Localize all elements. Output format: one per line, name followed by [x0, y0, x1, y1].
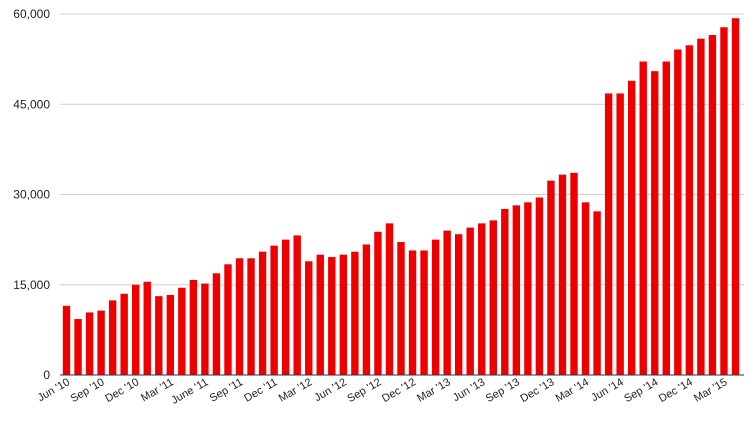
bar	[489, 220, 497, 375]
bar	[720, 27, 728, 376]
bar	[397, 242, 405, 375]
bar	[431, 239, 440, 375]
bar	[328, 257, 336, 375]
bar	[85, 312, 94, 375]
bar	[132, 284, 140, 375]
y-tick-label: 0	[43, 368, 50, 382]
bar	[512, 205, 521, 375]
bar	[385, 223, 394, 375]
bar	[166, 294, 175, 375]
x-tick-label: Dec '14	[657, 376, 695, 405]
bar	[97, 310, 105, 375]
bar	[558, 174, 567, 375]
bar	[247, 258, 255, 375]
bar	[708, 35, 717, 375]
bar	[570, 172, 578, 375]
bar	[74, 319, 82, 375]
x-tick-label: Sep '11	[208, 376, 245, 404]
bar	[178, 287, 186, 375]
x-tick-label: Jun '14	[589, 376, 625, 404]
y-tick-label: 45,000	[13, 97, 50, 111]
bar	[627, 80, 636, 375]
bar	[501, 208, 509, 375]
x-tick-label: Mar '15	[692, 376, 729, 405]
bar	[604, 93, 613, 376]
bar	[362, 244, 371, 375]
x-tick-label: June '11	[169, 376, 210, 407]
x-tick-label: Jun '12	[312, 376, 348, 404]
bar	[62, 305, 71, 375]
x-tick-label: Mar '13	[415, 376, 452, 405]
y-axis-tick-labels: 0 15,000 30,000 45,000 60,000	[13, 7, 50, 382]
bar	[524, 202, 532, 375]
bar	[374, 231, 382, 375]
bar	[454, 234, 463, 375]
y-tick-label: 30,000	[13, 188, 50, 202]
x-tick-label: Sep '12	[345, 376, 383, 405]
bars	[62, 18, 740, 376]
bar	[224, 264, 232, 375]
x-tick-label: Sep '13	[484, 376, 522, 405]
bar	[339, 254, 348, 375]
bar	[235, 258, 244, 375]
bar	[662, 61, 670, 375]
bar	[674, 49, 682, 376]
x-tick-label: Sep '14	[622, 376, 660, 405]
bar	[547, 180, 555, 375]
bar	[443, 230, 451, 375]
bar	[316, 254, 324, 375]
bar	[593, 211, 601, 375]
bar	[270, 245, 278, 375]
bar	[281, 239, 290, 375]
bar	[697, 38, 705, 375]
bar	[466, 227, 474, 375]
bar	[201, 283, 209, 375]
y-tick-label: 60,000	[13, 7, 50, 21]
x-tick-label: Jun '13	[451, 376, 487, 404]
x-tick-label: Mar '11	[139, 376, 176, 404]
bar	[639, 61, 647, 375]
bar	[120, 293, 128, 375]
bar	[408, 250, 417, 375]
x-tick-label: Dec '11	[242, 376, 279, 404]
bar	[581, 202, 590, 375]
bar	[108, 300, 117, 375]
x-tick-label: Dec '13	[518, 376, 556, 405]
x-tick-label: Mar '12	[277, 376, 314, 405]
x-tick-label: Jun '10	[36, 376, 72, 404]
bar	[651, 71, 659, 376]
bar	[212, 273, 221, 375]
bar	[616, 93, 624, 376]
x-tick-label: Mar '14	[554, 376, 591, 405]
bar	[155, 296, 163, 375]
bar	[143, 281, 151, 375]
x-tick-label: Dec '10	[103, 376, 141, 405]
bar	[420, 250, 428, 375]
bar	[258, 251, 267, 375]
y-tick-label: 15,000	[13, 278, 50, 292]
bar	[305, 261, 313, 375]
x-tick-label: Dec '12	[380, 376, 418, 405]
bar	[731, 18, 740, 375]
bar	[535, 197, 544, 375]
bar	[293, 235, 301, 375]
bar	[189, 279, 198, 375]
bar	[351, 251, 359, 375]
bar	[478, 223, 486, 375]
x-tick-label: Sep '10	[69, 376, 107, 405]
bar	[685, 45, 694, 375]
